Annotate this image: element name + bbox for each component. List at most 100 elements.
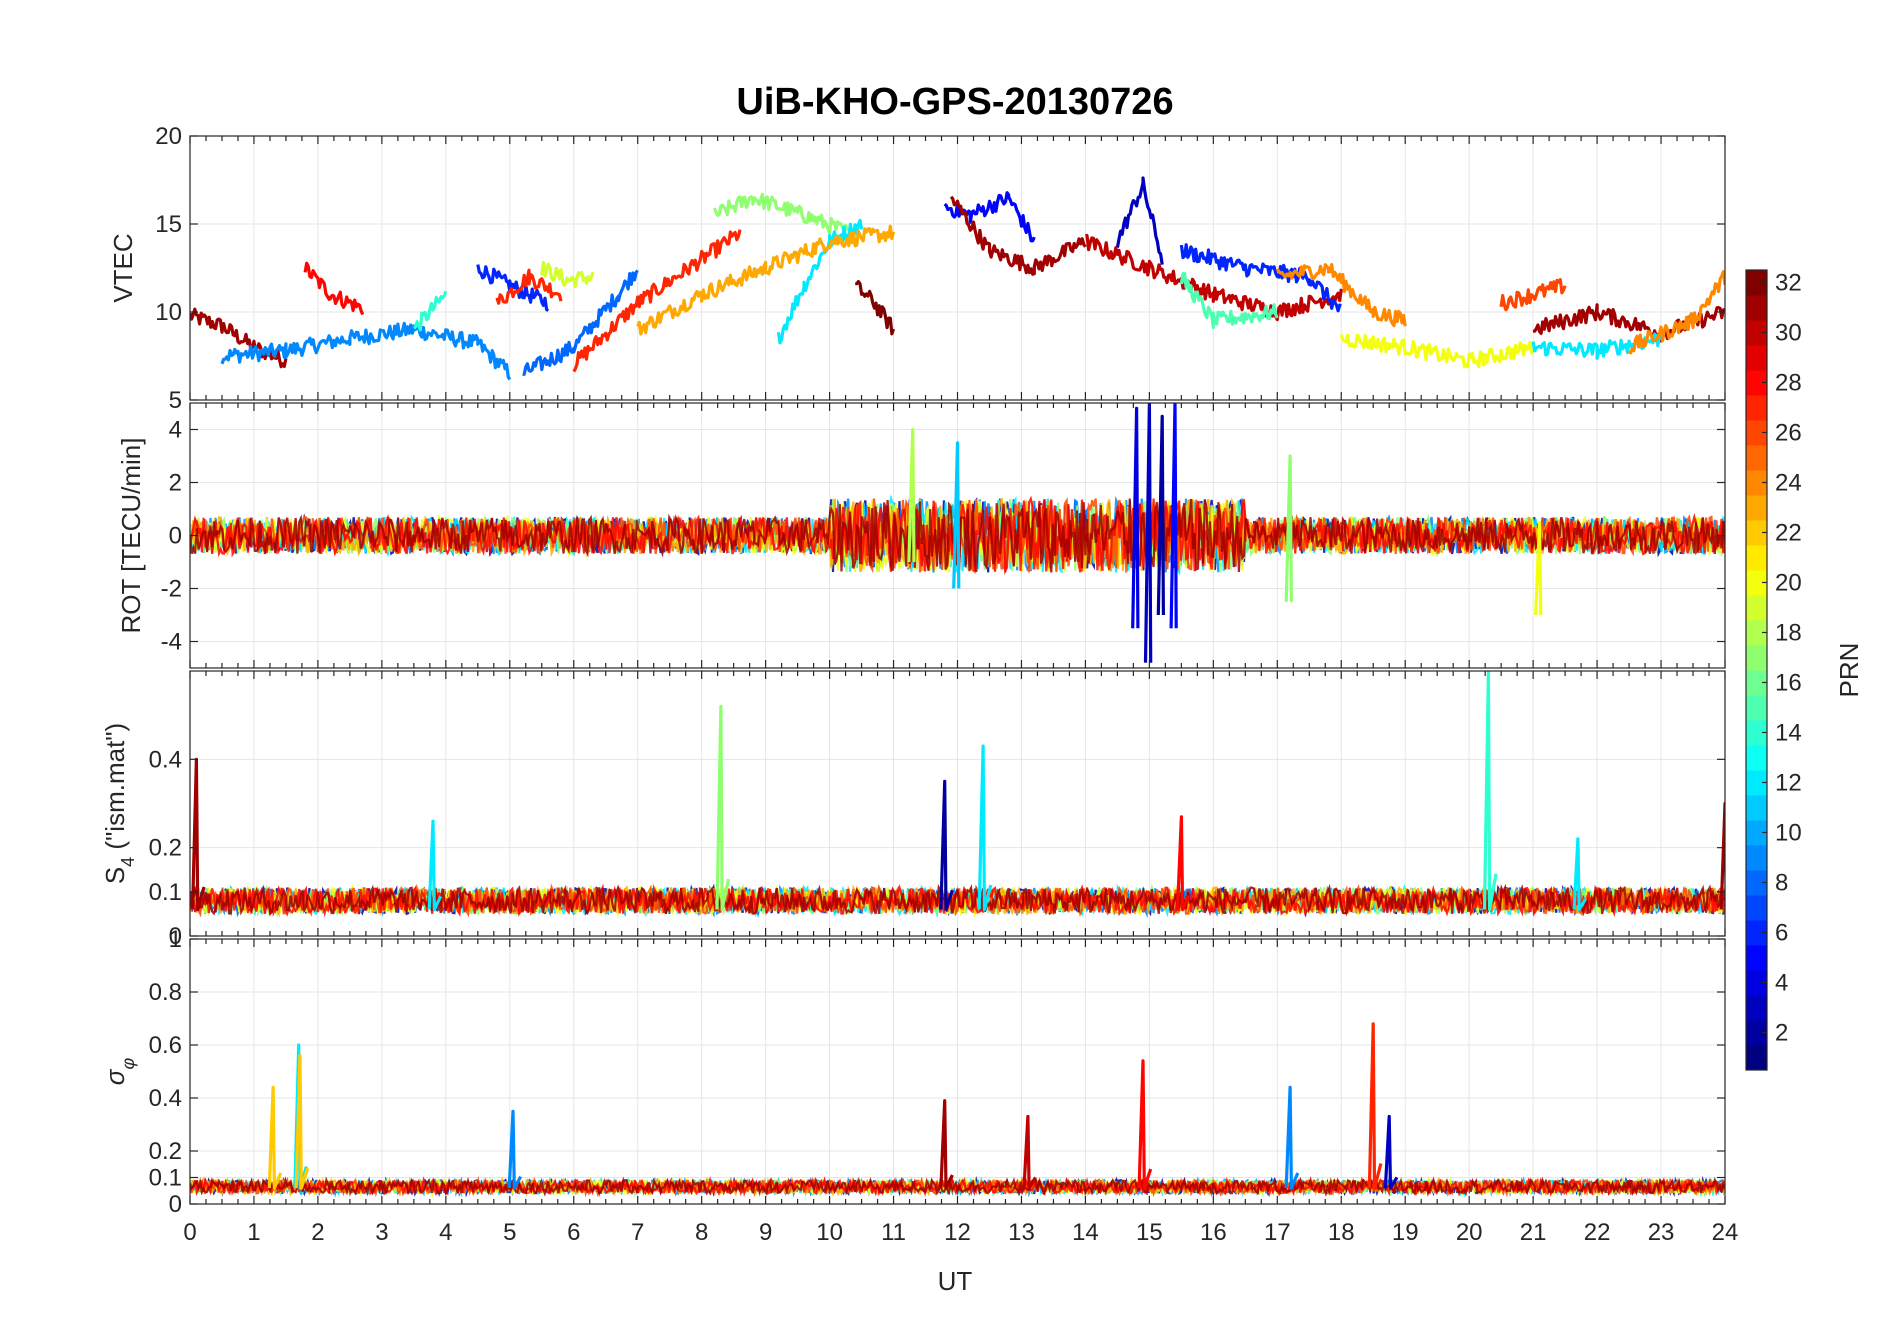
rot-spike-7 <box>1534 520 1543 616</box>
x-tick-label: 0 <box>183 1219 196 1246</box>
vtec-series-prn-27 <box>572 229 742 373</box>
sigma_phi-spike-3 <box>507 1109 523 1190</box>
colorbar-swatch <box>1746 670 1767 696</box>
y-tick-label: -2 <box>161 576 182 603</box>
colorbar-tick-label: 4 <box>1775 970 1788 997</box>
x-tick-label: 14 <box>1072 1219 1099 1246</box>
colorbar-tick-label: 10 <box>1775 820 1802 847</box>
y-tick-label: 0.8 <box>149 979 182 1006</box>
colorbar-tick-label: 16 <box>1775 670 1802 697</box>
panel-rot: -4 -2 0 2 4 ROT [TECU/min] <box>116 402 1726 669</box>
x-tick-label: 16 <box>1200 1219 1227 1246</box>
sigma_phi-noise-prn-23 <box>190 1175 1725 1198</box>
s4-noise-prn-31 <box>190 883 1725 917</box>
vtec-series-prn-9 <box>220 321 512 381</box>
colorbar-swatch <box>1746 920 1767 946</box>
rot-spike-3 <box>1143 403 1153 663</box>
x-tick-label: 10 <box>816 1219 843 1246</box>
colorbar-swatch <box>1746 520 1767 546</box>
vtec-series-prn-30 <box>1085 233 1343 322</box>
x-tick-label: 15 <box>1136 1219 1163 1246</box>
x-tick-label: 21 <box>1520 1219 1547 1246</box>
s4-spike-8 <box>1719 801 1725 911</box>
y-axis-label: VTEC <box>108 233 138 302</box>
rot-spike-0 <box>907 427 916 563</box>
s4-spike-5 <box>1175 815 1191 912</box>
s4-spike-0 <box>191 757 206 912</box>
colorbar-tick-label: 20 <box>1775 570 1802 597</box>
x-tick-label: 9 <box>759 1219 772 1246</box>
sigma_phi-spike-6 <box>1137 1059 1153 1190</box>
colorbar-swatch <box>1746 1045 1767 1071</box>
y-tick-label: 0 <box>169 923 182 950</box>
sigma_phi-spike-7 <box>1284 1085 1300 1190</box>
y-tick-label: 0 <box>169 523 182 550</box>
panel-s4: 0 0.1 0.2 0.4 S4 ("ism.mat") <box>100 670 1726 950</box>
y-tick-label: 4 <box>169 417 182 444</box>
sigma_phi-spike-9 <box>1383 1114 1399 1190</box>
colorbar-swatch <box>1746 420 1767 446</box>
colorbar-tick-label: 18 <box>1775 620 1802 647</box>
x-tick-label: 7 <box>631 1219 644 1246</box>
rot-spike-2 <box>1131 406 1140 629</box>
vtec-series-prn-26 <box>1499 278 1567 312</box>
y-tick-label: 0.2 <box>149 835 182 862</box>
y-tick-label: 5 <box>169 387 182 414</box>
colorbar-swatch <box>1746 695 1767 721</box>
vtec-series-prn-24 <box>1275 262 1407 328</box>
colorbar-swatch <box>1746 545 1767 571</box>
rot-spike-1 <box>952 441 961 589</box>
vtec-series-prn-19 <box>540 260 595 289</box>
vtec-series-prn-6 <box>476 264 550 312</box>
colorbar-swatch <box>1746 720 1767 746</box>
x-tick-label: 18 <box>1328 1219 1355 1246</box>
x-tick-label: 17 <box>1264 1219 1291 1246</box>
colorbar-tick-label: 12 <box>1775 770 1802 797</box>
x-tick-label: 2 <box>311 1219 324 1246</box>
vtec-series-prn-28 <box>303 261 365 316</box>
vtec-series-prn-20 <box>1339 333 1534 369</box>
vtec-series-prn-32 <box>855 280 896 336</box>
s4-spike-7 <box>1572 837 1587 912</box>
colorbar-swatch <box>1746 495 1767 521</box>
colorbar-swatch <box>1746 795 1767 821</box>
s4-spike-2 <box>715 704 731 912</box>
colorbar-swatch <box>1746 845 1767 871</box>
y-tick-label: 0.4 <box>149 746 182 773</box>
colorbar-tick-label: 22 <box>1775 520 1802 547</box>
colorbar-swatch <box>1746 645 1767 671</box>
vtec-series-prn-23 <box>636 224 896 336</box>
x-tick-label: 4 <box>439 1219 452 1246</box>
vtec-series-prn-17 <box>712 192 850 235</box>
x-tick-label: 23 <box>1648 1219 1675 1246</box>
colorbar-swatch <box>1746 345 1767 371</box>
colorbar-tick-label: 14 <box>1775 720 1802 747</box>
colorbar-swatch <box>1746 820 1767 846</box>
sigma_phi-spike-8 <box>1367 1022 1383 1190</box>
y-tick-label: 0.1 <box>149 1165 182 1192</box>
x-tick-label: 1 <box>247 1219 260 1246</box>
s4-spike-4 <box>977 744 993 912</box>
vtec-series-prn-14 <box>412 290 448 332</box>
colorbar-tick-label: 30 <box>1775 320 1802 347</box>
rot-spike-6 <box>1284 454 1293 602</box>
colorbar-tick-label: 8 <box>1775 870 1788 897</box>
colorbar-swatch <box>1746 320 1767 346</box>
vtec-series-prn-31 <box>949 195 1087 276</box>
y-tick-label: 20 <box>155 123 182 150</box>
colorbar-swatch <box>1746 945 1767 971</box>
colorbar-swatch <box>1746 995 1767 1021</box>
x-tick-label: 19 <box>1392 1219 1419 1246</box>
panel-vtec: 5 10 15 20 VTEC <box>108 123 1726 414</box>
s4-spike-6 <box>1482 671 1498 912</box>
x-axis-label: UT <box>938 1266 973 1296</box>
chart-title: UiB-KHO-GPS-20130726 <box>736 81 1173 123</box>
y-tick-label: 15 <box>155 211 182 238</box>
colorbar-swatch <box>1746 370 1767 396</box>
x-tick-label: 13 <box>1008 1219 1035 1246</box>
colorbar-swatch <box>1746 470 1767 496</box>
colorbar-swatch <box>1746 445 1767 471</box>
vtec-series-prn-8 <box>522 269 639 376</box>
x-tick-label: 8 <box>695 1219 708 1246</box>
